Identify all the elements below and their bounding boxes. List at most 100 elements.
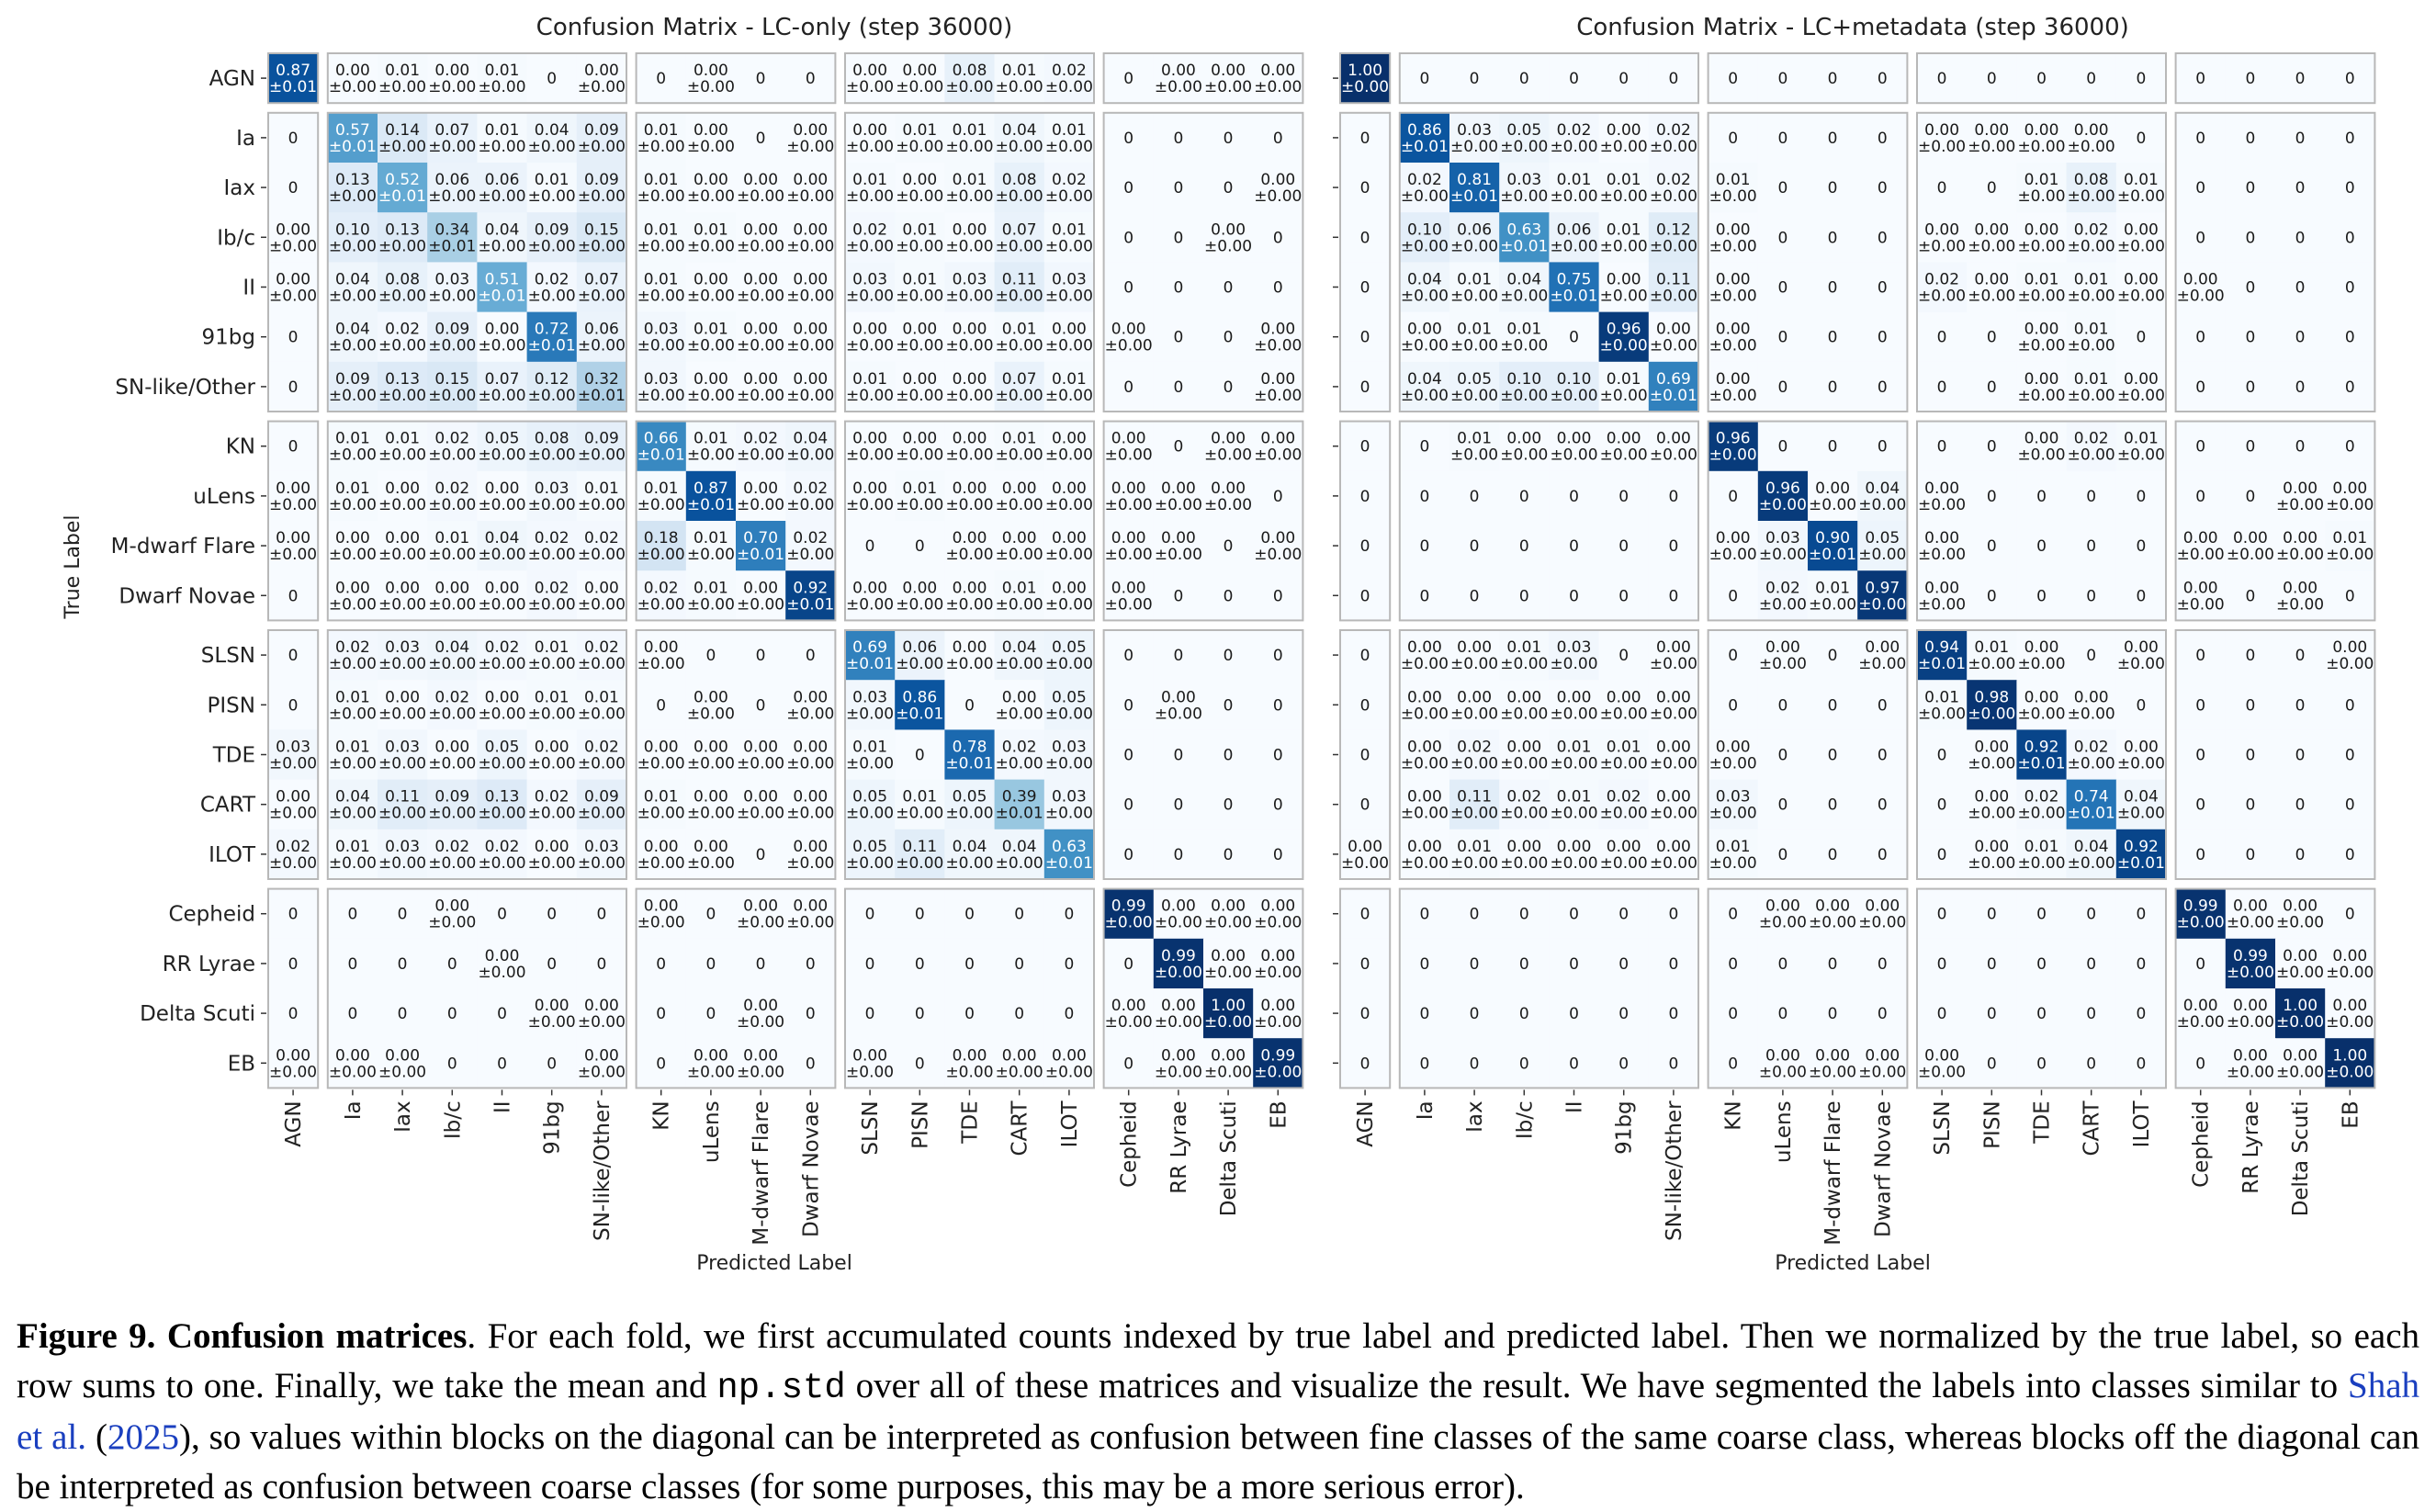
heatmap-cell	[736, 262, 786, 313]
cell-std: ±0.00	[2227, 546, 2274, 564]
cell-value: 0.02	[1924, 271, 1959, 289]
cell-std: ±0.00	[996, 854, 1043, 873]
heatmap-cell	[2275, 729, 2326, 781]
x-tick-label: Dwarf Novae	[1871, 1100, 1895, 1237]
cell-value: 0	[1360, 229, 1370, 247]
heatmap-cell	[636, 1038, 687, 1089]
citation-year-link[interactable]: 2025	[107, 1417, 179, 1457]
heatmap-cell	[1808, 729, 1858, 781]
cell-std: ±0.00	[1045, 496, 1093, 514]
heatmap-cell	[944, 680, 996, 730]
cell-std: ±0.00	[578, 755, 626, 773]
cell-std: ±0.00	[378, 446, 426, 465]
cell-value: 0.00	[1211, 62, 1246, 80]
cell-std: ±0.00	[945, 446, 993, 465]
cell-value: 0	[1173, 130, 1183, 148]
heatmap-cell	[1549, 938, 1600, 989]
heatmap-cell	[1648, 361, 1699, 412]
heatmap-cell	[576, 1038, 627, 1089]
cell-value: 0.01	[694, 321, 728, 339]
cell-value: 0.00	[1656, 688, 1691, 706]
heatmap-cell	[268, 361, 319, 412]
heatmap-cell	[2325, 829, 2375, 880]
cell-std: ±0.00	[1254, 387, 1302, 405]
cell-value: 0.04	[1865, 480, 1900, 498]
cell-value: 0.01	[644, 480, 679, 498]
cell-value: 0.15	[434, 370, 469, 389]
cell-std: ±0.00	[1650, 446, 1697, 465]
cell-value: 0	[288, 647, 299, 665]
cell-value: 0	[288, 906, 299, 924]
heatmap-cell	[1549, 470, 1600, 522]
heatmap-cell	[1917, 829, 1968, 880]
cell-value: 0	[1519, 537, 1529, 556]
cell-value: 0.00	[1716, 271, 1751, 289]
cell-value: 0.00	[1052, 579, 1087, 597]
heatmap-cell	[1499, 311, 1550, 363]
caption-text: (	[86, 1417, 107, 1457]
cell-value: 0.00	[694, 370, 728, 389]
cell-std: ±0.00	[1155, 496, 1202, 514]
cell-value: 0	[1224, 846, 1234, 864]
heatmap-cell	[1917, 888, 1968, 940]
cell-std: ±0.00	[329, 655, 377, 673]
heatmap-cell	[1549, 163, 1600, 213]
heatmap-cell	[1648, 729, 1699, 781]
cell-value: 0	[806, 1055, 816, 1073]
heatmap-cell	[477, 938, 528, 989]
heatmap-cell	[1449, 779, 1500, 830]
heatmap-cell	[944, 521, 996, 571]
heatmap-cell	[685, 938, 737, 989]
cell-value: 0.07	[485, 370, 520, 389]
y-tick-label: Cepheid	[168, 903, 255, 927]
block-border	[635, 420, 837, 622]
cell-std: ±0.00	[428, 337, 476, 355]
heatmap-cell	[427, 988, 478, 1039]
cell-value: 0	[2295, 279, 2306, 298]
heatmap-cell	[895, 888, 945, 940]
cell-value: 0.01	[1607, 370, 1641, 389]
cell-value: 0.02	[485, 838, 520, 856]
heatmap-cell	[1967, 1038, 2017, 1089]
cell-value: 0.02	[1002, 739, 1037, 757]
cell-value: 0	[2195, 488, 2205, 506]
cell-value: 0.00	[2183, 271, 2218, 289]
cell-std: ±0.00	[1500, 138, 1548, 156]
heatmap-cell	[1399, 311, 1450, 363]
cell-value: 0	[1224, 329, 1234, 347]
cell-value: 0.01	[535, 688, 570, 706]
cell-value: 0.00	[1407, 638, 1442, 657]
cell-value: 0.06	[434, 171, 469, 189]
cell-value: 0	[2036, 70, 2047, 88]
citation-link[interactable]: Shah et al.	[17, 1366, 2419, 1457]
cell-value: 0.00	[2024, 321, 2059, 339]
cell-value: 0.02	[535, 788, 570, 807]
cell-std: ±0.00	[2017, 705, 2065, 723]
heatmap-cell	[1808, 112, 1858, 164]
block-border	[1707, 111, 1909, 413]
cell-value: 0.00	[276, 788, 310, 807]
cell-std: ±0.00	[1401, 655, 1449, 673]
heatmap-cell	[1253, 938, 1303, 989]
cell-value: 0.03	[1052, 739, 1087, 757]
cell-value: 0	[1360, 955, 1370, 974]
heatmap-cell	[1648, 630, 1699, 681]
cell-value: 0.04	[485, 529, 520, 547]
cell-std: ±0.00	[846, 387, 894, 405]
cell-std: ±0.00	[1105, 1013, 1153, 1032]
heatmap-cell	[1598, 938, 1650, 989]
heatmap-cell	[1648, 311, 1699, 363]
heatmap-cell	[2016, 262, 2068, 313]
cell-value: 0.00	[793, 271, 828, 289]
heatmap-cell	[2325, 680, 2375, 730]
cell-value: 0	[1828, 1005, 1838, 1023]
heatmap-cell	[685, 630, 737, 681]
cell-value: 0.11	[902, 838, 937, 856]
cell-std: ±0.00	[1155, 1013, 1202, 1032]
cell-value: 0.06	[902, 638, 937, 657]
cell-value: 0	[756, 647, 766, 665]
heatmap-cell	[477, 779, 528, 830]
cell-value: 0.00	[2233, 1046, 2268, 1065]
cell-value: 0	[1828, 696, 1838, 715]
cell-value: 0.00	[1161, 480, 1196, 498]
